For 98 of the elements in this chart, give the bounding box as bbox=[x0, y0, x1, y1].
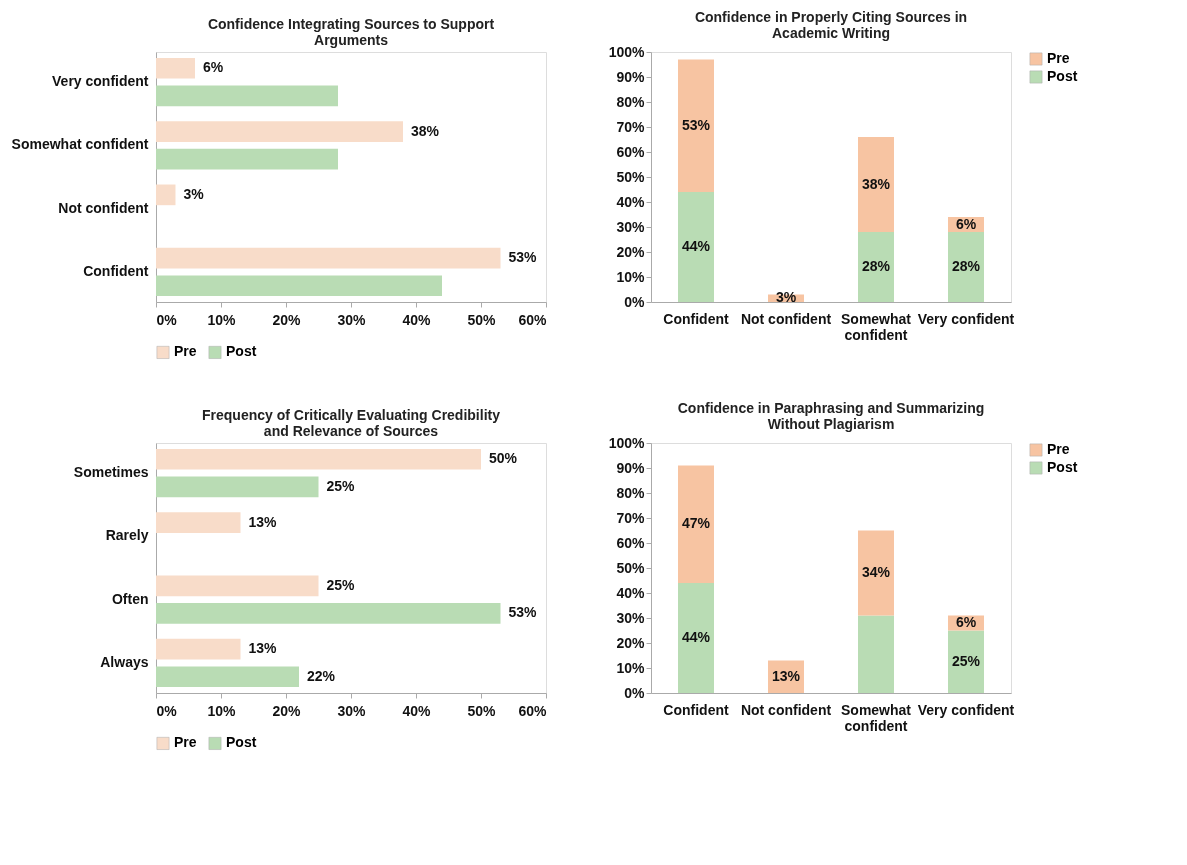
data-label: 53% bbox=[681, 116, 711, 133]
data-label: 28% bbox=[861, 258, 891, 274]
legend-label: Post bbox=[1047, 68, 1078, 84]
y-tick-label: 70% bbox=[616, 118, 646, 135]
bar bbox=[678, 192, 714, 302]
y-tick-label: 100% bbox=[608, 434, 646, 451]
x-tick-label: 50% bbox=[467, 702, 497, 719]
data-label: 50% bbox=[489, 450, 518, 467]
y-tick-label: 10% bbox=[616, 659, 646, 676]
x-tick-label: 0% bbox=[156, 702, 178, 719]
data-label: 28% bbox=[951, 258, 981, 274]
y-tick-label: 40% bbox=[616, 193, 646, 210]
bar bbox=[858, 232, 894, 302]
legend-label: Post bbox=[1047, 459, 1078, 475]
bar bbox=[678, 465, 714, 583]
x-tick-label: 60% bbox=[518, 311, 548, 328]
data-label: 53% bbox=[508, 604, 538, 621]
bar bbox=[948, 630, 984, 693]
y-tick-label: 20% bbox=[616, 634, 646, 651]
legend-label: Pre bbox=[174, 343, 197, 360]
chart-title: Confidence in Paraphrasing and Summarizing Without Plagiarism bbox=[677, 400, 985, 432]
bar bbox=[678, 59, 714, 192]
y-tick-label: 0% bbox=[624, 684, 646, 701]
chart-title: Confidence Integrating Sources to Support Arguments bbox=[207, 16, 495, 48]
x-tick-label: Not confident bbox=[740, 701, 832, 718]
y-tick-label: Confident bbox=[83, 262, 149, 279]
y-tick-label: 70% bbox=[616, 509, 646, 526]
chart-title: Confidence in Properly Citing Sources in Academic Writing bbox=[694, 9, 968, 41]
data-label: 44% bbox=[681, 238, 711, 254]
bar bbox=[678, 583, 714, 693]
x-tick-label: 20% bbox=[272, 702, 302, 719]
bar bbox=[858, 530, 894, 616]
chart-title: Frequency of Critically Evaluating Credibility and Relevance of Sources bbox=[202, 407, 501, 439]
legend-label: Pre bbox=[1047, 441, 1070, 457]
y-tick-label: 60% bbox=[616, 143, 646, 160]
data-label: 6% bbox=[955, 614, 977, 630]
data-label: 34% bbox=[861, 564, 891, 580]
bar bbox=[948, 232, 984, 302]
data-label: 6% bbox=[955, 215, 977, 232]
x-tick-label: 30% bbox=[337, 311, 367, 328]
x-tick-label: 10% bbox=[207, 311, 237, 328]
x-tick-label: Somewhat confident bbox=[840, 701, 912, 734]
data-label: 25% bbox=[326, 576, 356, 593]
y-tick-label: Somewhat confident bbox=[11, 136, 149, 153]
y-tick-label: Always bbox=[100, 653, 149, 670]
data-label: 3% bbox=[775, 289, 797, 306]
data-label: 25% bbox=[326, 477, 356, 494]
data-label: 44% bbox=[681, 629, 711, 645]
bar bbox=[858, 137, 894, 232]
y-tick-label: Rarely bbox=[105, 527, 149, 544]
data-label: 13% bbox=[248, 513, 278, 530]
x-tick-label: 30% bbox=[337, 702, 367, 719]
x-tick-label: 20% bbox=[272, 311, 302, 328]
legend-label: Pre bbox=[1047, 50, 1070, 66]
data-label: 6% bbox=[203, 59, 224, 76]
data-label: 3% bbox=[183, 185, 205, 202]
data-label: 22% bbox=[307, 667, 336, 684]
legend-label: Post bbox=[226, 343, 257, 360]
y-tick-label: 100% bbox=[608, 43, 646, 60]
x-tick-label: Confident bbox=[663, 701, 729, 718]
y-tick-label: Not confident bbox=[58, 199, 149, 216]
x-tick-label: Not confident bbox=[740, 310, 832, 327]
x-tick-label: 60% bbox=[518, 702, 548, 719]
bar bbox=[858, 615, 894, 693]
x-tick-label: 50% bbox=[467, 311, 497, 328]
y-tick-label: 90% bbox=[616, 459, 646, 476]
x-tick-label: 40% bbox=[402, 311, 432, 328]
y-tick-label: 50% bbox=[616, 559, 646, 576]
x-tick-label: Very confident bbox=[917, 310, 1015, 327]
y-tick-label: 10% bbox=[616, 268, 646, 285]
y-tick-label: Very confident bbox=[52, 73, 149, 90]
y-tick-label: 0% bbox=[624, 293, 646, 310]
y-tick-label: Often bbox=[111, 590, 149, 607]
data-label: 47% bbox=[681, 515, 711, 532]
legend-label: Post bbox=[226, 734, 257, 751]
x-tick-label: 40% bbox=[402, 702, 432, 719]
y-tick-label: 20% bbox=[616, 243, 646, 260]
x-tick-label: Confident bbox=[663, 310, 729, 327]
x-tick-label: Somewhat confident bbox=[840, 310, 912, 343]
data-label: 38% bbox=[411, 122, 440, 139]
y-tick-label: 80% bbox=[616, 484, 646, 501]
data-label: 53% bbox=[508, 249, 538, 266]
y-tick-label: 30% bbox=[616, 609, 646, 626]
data-label: 13% bbox=[248, 640, 278, 657]
x-tick-label: 10% bbox=[207, 702, 237, 719]
y-tick-label: 40% bbox=[616, 584, 646, 601]
legend-label: Pre bbox=[174, 734, 197, 751]
y-tick-label: 50% bbox=[616, 168, 646, 185]
y-tick-label: 80% bbox=[616, 93, 646, 110]
y-tick-label: 60% bbox=[616, 534, 646, 551]
y-tick-label: 90% bbox=[616, 68, 646, 85]
data-label: 38% bbox=[861, 175, 891, 192]
y-tick-label: 30% bbox=[616, 218, 646, 235]
data-label: 25% bbox=[951, 652, 981, 669]
x-tick-label: 0% bbox=[156, 311, 178, 328]
data-label: 13% bbox=[771, 667, 801, 684]
x-tick-label: Very confident bbox=[917, 701, 1015, 718]
y-tick-label: Sometimes bbox=[73, 464, 149, 481]
